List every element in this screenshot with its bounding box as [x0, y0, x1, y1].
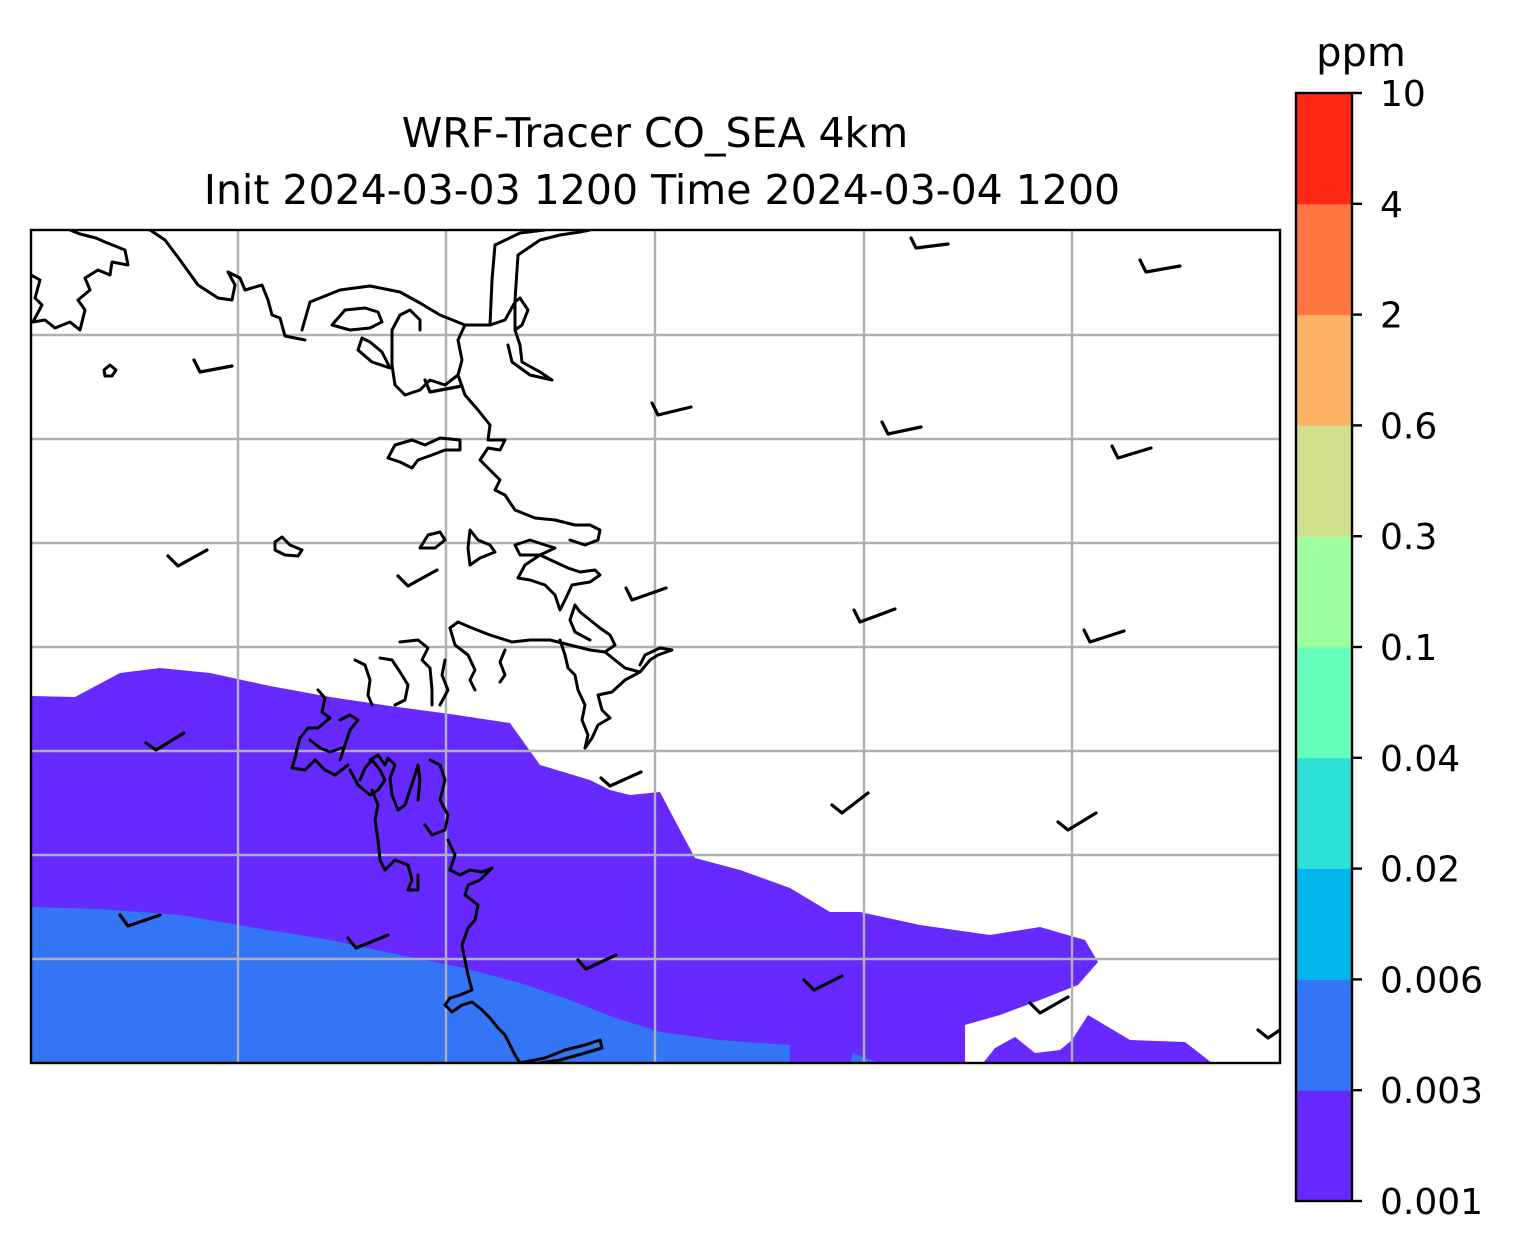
colorbar-tick-label: 0.6	[1380, 406, 1437, 447]
wind-barb	[423, 378, 464, 394]
tracer-fill-mid	[31, 907, 790, 1063]
coastlines	[31, 230, 674, 1063]
colorbar-tick-label: 0.02	[1380, 850, 1460, 891]
colorbar-tick-label: 0.3	[1380, 517, 1437, 558]
wind-barb	[576, 953, 618, 971]
colorbar-tick-label: 0.006	[1380, 960, 1483, 1001]
colorbar-swatches	[1296, 93, 1352, 1202]
colorbar-tick-label: 4	[1380, 185, 1403, 226]
colorbar-swatch	[1296, 93, 1352, 205]
colorbar-swatch	[1296, 647, 1352, 759]
wind-barb	[802, 974, 844, 992]
wind-barb	[880, 420, 923, 436]
colorbar-tick-label: 0.001	[1380, 1182, 1483, 1223]
wind-barb	[624, 586, 668, 602]
map-subtitle: Init 2024-03-03 1200 Time 2024-03-04 120…	[204, 166, 1120, 214]
wind-barb	[599, 770, 643, 788]
colorbar-unit-label: ppm	[1316, 30, 1406, 76]
colorbar-tick-label: 10	[1380, 74, 1426, 115]
wind-barb	[346, 933, 390, 950]
colorbar-swatch	[1296, 1090, 1352, 1202]
wind-barb	[166, 548, 209, 568]
wind-barb	[830, 791, 870, 815]
colorbar-tick-label: 0.003	[1380, 1071, 1483, 1112]
colorbar-swatch	[1296, 425, 1352, 537]
colorbar-swatch	[1296, 868, 1352, 980]
wind-barb	[396, 568, 439, 588]
gridlines	[31, 230, 1280, 1063]
wind-barb	[909, 236, 950, 250]
wind-barb	[1256, 1028, 1280, 1040]
colorbar-tick-label: 0.1	[1380, 628, 1437, 669]
wind-barb	[852, 607, 897, 624]
map-frame	[29, 228, 1282, 1065]
colorbar-swatch	[1296, 314, 1352, 426]
colorbar-tick-label: 2	[1380, 296, 1403, 337]
map-area	[31, 230, 1280, 1063]
wind-barb	[1082, 628, 1126, 644]
wind-barb	[1110, 444, 1153, 460]
colorbar-tick-label: 0.04	[1380, 739, 1460, 780]
map-title: WRF-Tracer CO_SEA 4km	[402, 109, 908, 157]
wind-barb	[192, 358, 234, 374]
colorbar-ticks: 0.001 0.003 0.006 0.02 0.04 0.1 0.3 0.6 2 4 10	[1352, 74, 1483, 1223]
colorbar-swatch	[1296, 203, 1352, 316]
wind-barb	[1056, 811, 1098, 832]
wind-barb	[118, 913, 162, 928]
wind-barb	[1138, 258, 1182, 274]
colorbar: ppm 0.001 0.003 0.006 0.02 0.04 0.1 0.3 0.6 2 4 10	[1294, 30, 1483, 1223]
colorbar-swatch	[1296, 536, 1352, 648]
colorbar-swatch	[1296, 757, 1352, 870]
wind-barb	[650, 401, 693, 417]
wind-barbs	[118, 236, 1280, 1040]
colorbar-swatch	[1296, 979, 1352, 1091]
wind-barb	[1028, 995, 1070, 1015]
wind-barb	[144, 731, 186, 752]
